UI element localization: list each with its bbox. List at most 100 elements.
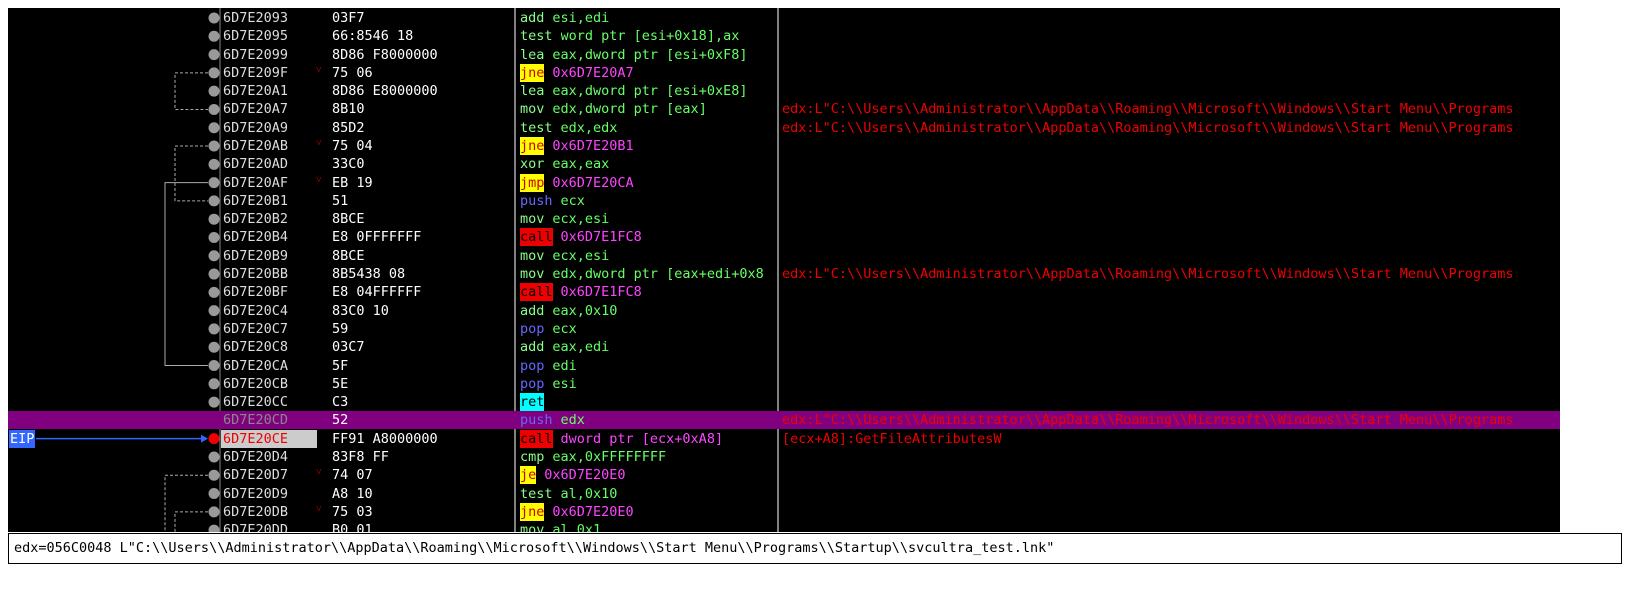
breakpoint-dot bbox=[208, 378, 220, 390]
eip-label: EIP bbox=[9, 429, 36, 448]
bytes: 59 bbox=[332, 320, 349, 337]
address: 6D7E20AD bbox=[221, 155, 317, 174]
mnemonic: jne bbox=[520, 63, 545, 82]
operands: eax,edi bbox=[552, 339, 610, 356]
breakpoint-dot bbox=[208, 213, 220, 225]
mnemonic: call bbox=[520, 228, 553, 247]
address: 6D7E20A7 bbox=[221, 100, 317, 119]
operands: eax,dword ptr [esi+0xF8] bbox=[552, 46, 748, 63]
address: 6D7E2093 bbox=[221, 9, 317, 27]
breakpoint-dot bbox=[208, 360, 220, 372]
address: 6D7E20B2 bbox=[221, 210, 317, 229]
bytes: 75 03 bbox=[332, 503, 373, 520]
breakpoint-dot bbox=[208, 85, 220, 97]
address: 6D7E20CC bbox=[221, 393, 317, 412]
operands: eax,0x10 bbox=[552, 302, 618, 319]
bytes: E8 04FFFFFF bbox=[332, 284, 422, 301]
breakpoint-dot bbox=[208, 122, 220, 134]
breakpoint-dot bbox=[208, 488, 220, 500]
breakpoint-dot bbox=[208, 158, 220, 170]
mnemonic: mov bbox=[520, 247, 545, 264]
operands: dword ptr [ecx+0xA8] bbox=[560, 430, 724, 447]
mnemonic: lea bbox=[520, 83, 545, 100]
mnemonic: mov bbox=[520, 211, 545, 228]
gutter bbox=[36, 8, 779, 532]
operands: 0x6D7E20B1 bbox=[552, 138, 634, 155]
address: 6D7E20A1 bbox=[221, 82, 317, 101]
bytes: 85D2 bbox=[332, 119, 365, 136]
operands: 0x6D7E20CA bbox=[552, 174, 634, 191]
operands: 0x6D7E20E0 bbox=[552, 503, 634, 520]
address: 6D7E209F bbox=[221, 63, 317, 82]
comment: edx:L"C:\\Users\\Administrator\\AppData\… bbox=[782, 119, 1514, 136]
operands: al,0x1 bbox=[552, 522, 602, 532]
mnemonic: pop bbox=[520, 357, 545, 374]
mnemonic: call bbox=[520, 283, 553, 302]
operands: ecx,esi bbox=[552, 247, 610, 264]
bytes: B0 01 bbox=[332, 522, 373, 532]
jump-marker: ˅ bbox=[316, 174, 322, 186]
bytes: 8BCE bbox=[332, 247, 365, 264]
mnemonic: jmp bbox=[520, 173, 545, 192]
mnemonic: mov bbox=[520, 266, 545, 283]
breakpoint-dot bbox=[208, 451, 220, 463]
mnemonic: jne bbox=[520, 137, 545, 156]
address: 6D7E20D4 bbox=[221, 447, 317, 466]
mnemonic: mov bbox=[520, 522, 545, 532]
operands: edi bbox=[552, 357, 577, 374]
operands: ecx bbox=[552, 320, 577, 337]
mnemonic: call bbox=[520, 429, 553, 448]
operands: eax,0xFFFFFFFF bbox=[552, 448, 667, 465]
operands: al,0x10 bbox=[560, 485, 618, 502]
operands: eax,dword ptr [esi+0xE8] bbox=[552, 83, 748, 100]
mnemonic: push bbox=[520, 192, 553, 209]
mnemonic: test bbox=[520, 28, 553, 45]
address: 6D7E20CD bbox=[221, 411, 317, 430]
mnemonic: mov bbox=[520, 101, 545, 118]
jump-line bbox=[164, 182, 208, 367]
jump-marker: ˅ bbox=[316, 503, 322, 515]
address: 6D7E2095 bbox=[221, 27, 317, 46]
jump-marker: ˅ bbox=[316, 138, 322, 150]
operands: esi bbox=[552, 375, 577, 392]
bytes: 8BCE bbox=[332, 211, 365, 228]
mnemonic: lea bbox=[520, 46, 545, 63]
breakpoint-dot bbox=[208, 286, 220, 298]
breakpoint-dot bbox=[208, 506, 220, 518]
operands: eax,eax bbox=[552, 156, 610, 173]
mnemonic: push bbox=[520, 412, 553, 429]
address: 6D7E20D9 bbox=[221, 484, 317, 503]
operands: edx,dword ptr [eax] bbox=[552, 101, 707, 118]
bytes: 03F7 bbox=[332, 10, 365, 26]
address: 6D7E20B9 bbox=[221, 246, 317, 265]
operands: ecx,esi bbox=[552, 211, 610, 228]
address: 6D7E20C8 bbox=[221, 338, 317, 357]
bytes: 33C0 bbox=[332, 156, 365, 173]
operands: ecx bbox=[560, 192, 585, 209]
operands: edx,edx bbox=[560, 119, 618, 136]
address: 6D7E2099 bbox=[221, 45, 317, 64]
bytes: E8 0FFFFFFF bbox=[332, 229, 422, 246]
breakpoint-dot bbox=[208, 305, 220, 317]
bytes: 75 04 bbox=[332, 138, 373, 155]
bytes: C3 bbox=[332, 394, 349, 411]
mnemonic: pop bbox=[520, 320, 545, 337]
breakpoint-dot bbox=[208, 231, 220, 243]
bytes: 83F8 FF bbox=[332, 448, 389, 465]
bytes: 75 06 bbox=[332, 64, 373, 81]
bytes: 03C7 bbox=[332, 339, 365, 356]
jump-line bbox=[174, 511, 208, 532]
mnemonic: add bbox=[520, 302, 545, 319]
operands: word ptr [esi+0x18],ax bbox=[560, 28, 740, 45]
comment: [ecx+A8]:GetFileAttributesW bbox=[782, 430, 1002, 447]
breakpoint-dot bbox=[208, 268, 220, 280]
breakpoint-dot bbox=[208, 12, 220, 24]
address: 6D7E20BB bbox=[221, 265, 317, 284]
mnemonic: xor bbox=[520, 156, 545, 173]
mnemonic: cmp bbox=[520, 448, 545, 465]
status-bar: edx=056C0048 L"C:\\Users\\Administrator\… bbox=[8, 533, 1622, 564]
mnemonic: test bbox=[520, 485, 553, 502]
breakpoint-dot bbox=[208, 67, 220, 79]
mnemonic: je bbox=[520, 466, 537, 485]
